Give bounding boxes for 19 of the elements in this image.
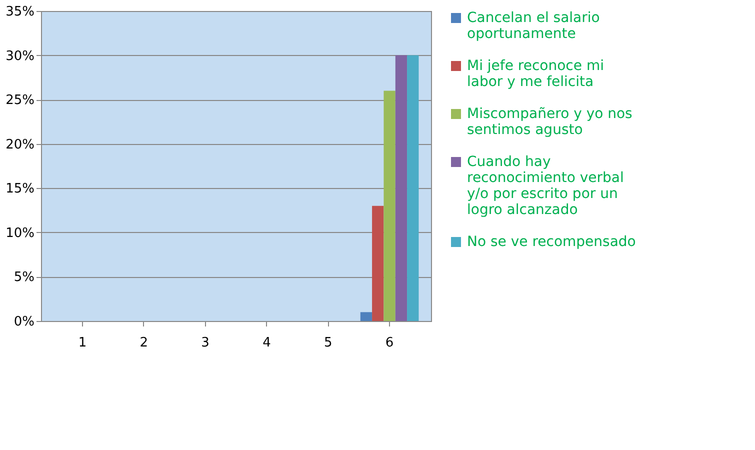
y-tick-label: 25% bbox=[6, 93, 34, 108]
y-tick-label: 5% bbox=[14, 270, 34, 286]
y-tick-label: 35% bbox=[6, 4, 34, 20]
x-tick-label: 6 bbox=[385, 336, 394, 350]
y-tick-label: 20% bbox=[6, 137, 34, 152]
x-tick-label: 4 bbox=[262, 336, 271, 350]
legend-label: Mi jefe reconoce mi labor y me felicita bbox=[467, 58, 604, 90]
x-tick-label: 1 bbox=[78, 336, 87, 350]
y-tick-label: 10% bbox=[6, 226, 34, 241]
y-tick-label: 30% bbox=[6, 48, 34, 64]
legend-label: Cuando hay reconocimiento verbal y/o por escrito por un logro alcanzado bbox=[467, 154, 624, 218]
x-tick-label: 5 bbox=[324, 336, 332, 350]
x-tick-label: 3 bbox=[201, 336, 210, 350]
x-tick-label: 2 bbox=[140, 336, 148, 350]
legend-label: Cancelan el salario oportunamente bbox=[467, 10, 600, 42]
y-tick-label: 0% bbox=[14, 314, 34, 330]
y-tick-label: 15% bbox=[6, 182, 34, 197]
legend-label: No se ve recompensado bbox=[467, 234, 636, 250]
legend-label: Miscompañero y yo nos sentimos agusto bbox=[467, 106, 632, 138]
